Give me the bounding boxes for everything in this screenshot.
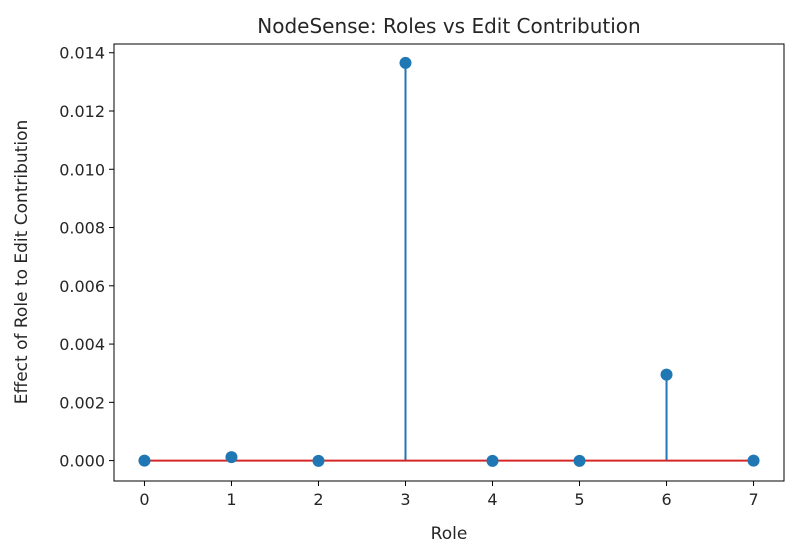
y-tick-label: 0.014 [59, 44, 105, 63]
x-tick-label: 1 [226, 490, 236, 509]
x-tick-label: 0 [139, 490, 149, 509]
x-tick-label: 7 [748, 490, 758, 509]
y-axis-label: Effect of Role to Edit Contribution [12, 120, 32, 405]
x-tick-label: 4 [487, 490, 497, 509]
x-axis-ticks: 0 1 2 3 4 5 6 7 [139, 481, 759, 509]
x-tick-label: 3 [400, 490, 410, 509]
stem-marker [486, 454, 499, 467]
stem-marker [660, 368, 673, 381]
x-tick-label: 6 [661, 490, 671, 509]
y-tick-label: 0.012 [59, 102, 105, 121]
y-tick-label: 0.006 [59, 277, 105, 296]
y-tick-label: 0.010 [59, 160, 105, 179]
y-tick-label: 0.002 [59, 393, 105, 412]
chart-title: NodeSense: Roles vs Edit Contribution [257, 14, 640, 38]
stem-marker [138, 454, 151, 467]
x-tick-label: 5 [574, 490, 584, 509]
stem-marker [312, 454, 325, 467]
x-axis-label: Role [431, 524, 468, 544]
plot-area [138, 56, 760, 467]
stem-marker [399, 56, 412, 69]
y-axis-ticks: 0.000 0.002 0.004 0.006 0.008 0.010 0.012 0.014 [59, 44, 114, 471]
stem-marker [747, 454, 760, 467]
stem-marker [573, 454, 586, 467]
y-tick-label: 0.000 [59, 452, 105, 471]
stem-marker [225, 451, 238, 464]
y-tick-label: 0.008 [59, 219, 105, 238]
plot-frame [113, 43, 785, 482]
x-tick-label: 2 [313, 490, 323, 509]
y-tick-label: 0.004 [59, 335, 105, 354]
